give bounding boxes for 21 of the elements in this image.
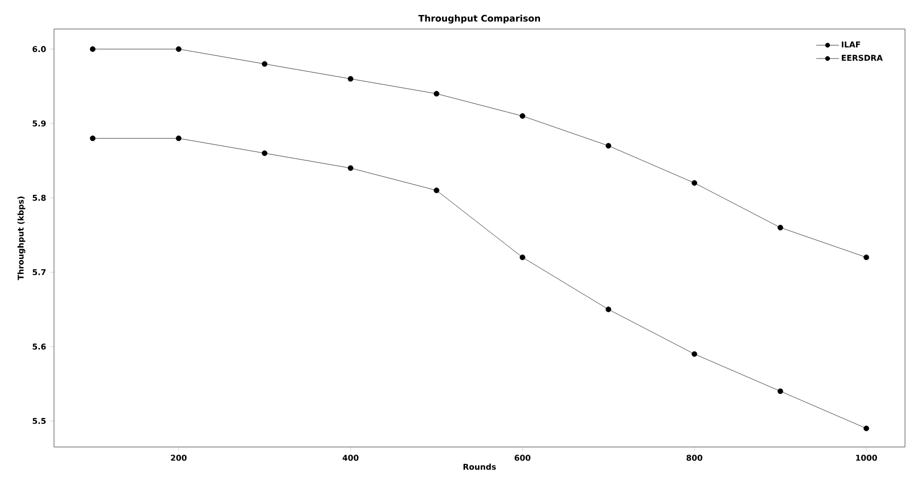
point (692, 180, 698, 186)
point (90, 46, 96, 52)
point (520, 113, 526, 119)
point (348, 76, 354, 82)
chart-title: Throughput Comparison (418, 14, 540, 24)
point (692, 351, 698, 357)
point (864, 254, 870, 260)
point (348, 165, 354, 171)
point (90, 136, 96, 142)
point (262, 150, 268, 156)
point (778, 388, 784, 394)
point (176, 46, 182, 52)
point (778, 224, 784, 230)
point (606, 142, 612, 149)
point (520, 254, 526, 260)
point (606, 306, 612, 312)
point (176, 136, 182, 142)
point (434, 90, 440, 96)
point (262, 61, 268, 67)
point (864, 426, 870, 432)
point (434, 188, 440, 194)
